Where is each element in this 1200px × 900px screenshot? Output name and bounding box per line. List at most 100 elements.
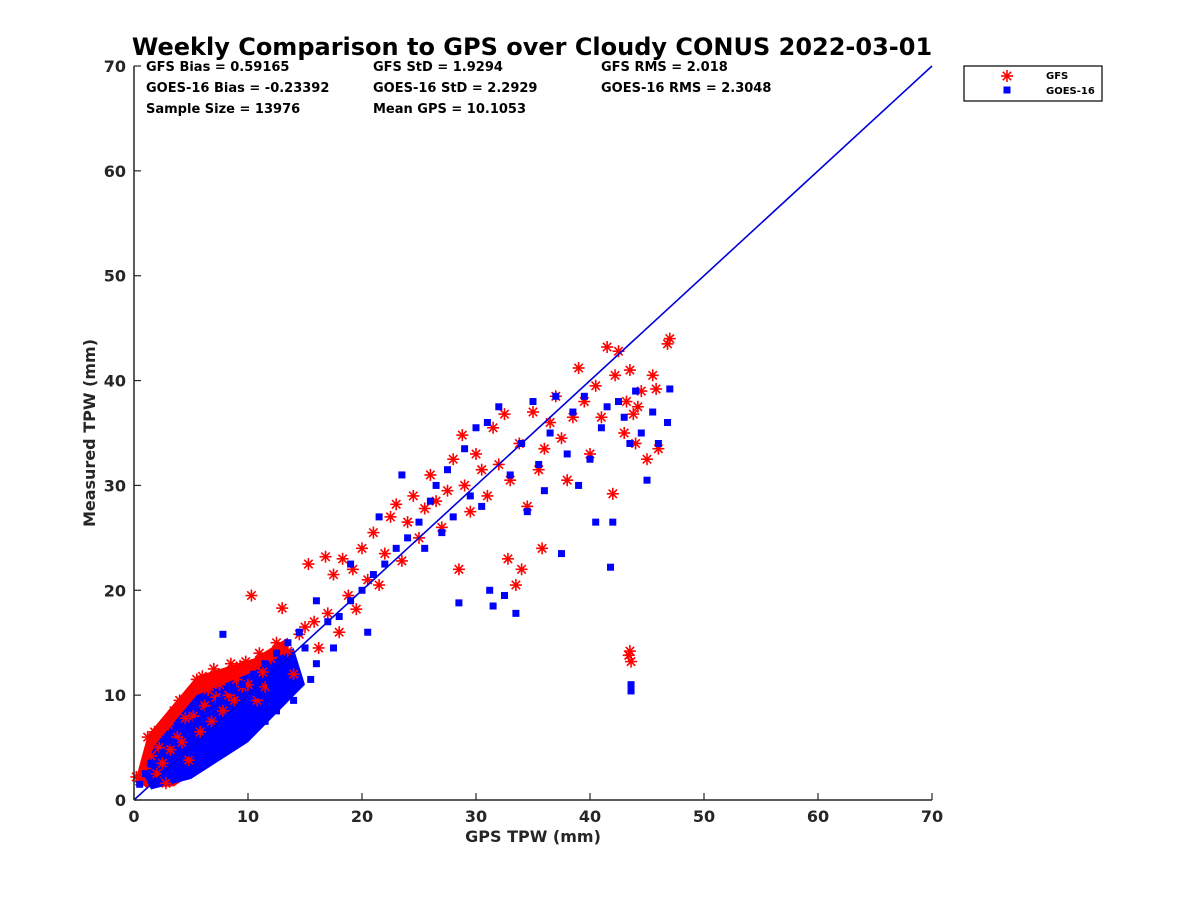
goes-16-point [273,707,280,715]
legend-goes-16-square [1003,86,1011,94]
stat-goes-rms: GOES-16 RMS = 2.3048 [601,81,771,96]
goes-16-point [267,681,275,689]
goes-16-point [444,466,451,474]
x-axis-label: GPS TPW (mm) [465,827,601,846]
gfs-point [407,489,420,502]
gfs-point [196,670,209,683]
goes-16-point [375,513,383,521]
goes-16-point [181,728,189,736]
gfs-point [182,754,195,767]
gfs-point [207,662,220,675]
gfs-point [202,683,215,696]
y-tick-label: 20 [104,581,126,600]
gfs-point [536,542,549,555]
gfs-point [373,579,386,592]
goes-16-point [643,476,651,484]
goes-16-point [290,696,298,704]
goes-16-point [466,492,474,500]
gfs-point [395,554,408,567]
gfs-point [333,626,346,639]
gfs-point [281,645,294,658]
y-axis-label: Measured TPW (mm) [80,339,99,527]
goes-16-point [278,670,286,678]
goes-16-point [404,534,412,542]
goes-16-point [483,419,491,427]
goes-16-point [164,767,172,775]
gfs-point [572,361,585,374]
goes-16-point [426,497,434,505]
gfs-point [194,725,207,738]
gfs-point [555,432,568,445]
gfs-series [130,332,676,790]
goes-16-point [307,675,315,683]
gfs-point [319,550,332,563]
goes-16-point [529,398,537,406]
gfs-point [205,715,218,728]
legend-goes-label: GOES-16 [1046,86,1095,97]
goes-16-point [261,660,269,668]
gfs-point [276,602,289,615]
goes-16-point [261,717,269,725]
goes-16-point [250,670,258,678]
goes-16-point [295,628,303,636]
gfs-point [458,479,471,492]
gfs-point [418,502,431,515]
goes-16-point [546,429,554,437]
goes-16-point [335,613,343,620]
goes-16-point [221,723,229,731]
gfs-point [213,678,226,691]
gfs-point [350,603,363,616]
goes-16-point [176,759,184,767]
gfs-point [618,427,631,439]
goes-16-point [238,681,246,689]
gfs-point [663,332,676,345]
goes-16-point [198,744,206,752]
gfs-point [475,463,488,476]
y-tick-label: 40 [104,372,126,391]
y-tick-label: 70 [104,57,126,76]
y-tick-label: 50 [104,267,126,286]
stat-mean-gps: Mean GPS = 10.1053 [373,102,526,117]
gfs-point [159,777,172,790]
gfs-point [253,647,266,660]
gfs-point [224,657,237,670]
goes-16-point [301,644,309,652]
legend-goes-16-marker [1003,86,1011,94]
goes-16-point [649,408,657,416]
goes-16-point [415,518,423,526]
goes-16-point [666,385,674,393]
goes-16-point [552,392,560,400]
goes-16-point [312,597,320,605]
goes-16-point [615,398,622,406]
gfs-point [367,526,380,539]
goes-16-point [147,759,155,767]
goes-16-point [233,712,241,720]
goes-16-point [210,733,218,741]
y-tick-label: 0 [115,791,126,810]
gfs-point [481,489,494,502]
gfs-point [141,731,154,744]
goes-16-point [575,481,583,489]
gfs-point [401,516,414,529]
gfs-point [631,400,644,413]
goes-16-point [632,387,640,395]
goes-16-point [432,481,440,489]
goes-16-point [472,424,480,432]
gfs-point [287,668,300,681]
goes-16-point [478,502,486,510]
goes-16-point [438,529,446,537]
gfs-point [327,568,340,581]
gfs-point [378,547,391,560]
gfs-point [452,563,465,576]
goes-16-point [626,439,634,447]
gfs-point [167,704,180,717]
gfs-point [164,743,177,756]
goes-16-point [607,563,615,571]
legend-box [963,65,1103,102]
gfs-point [148,725,161,738]
gfs-point [245,589,258,602]
goes-16-point [627,687,635,695]
goes-16-point [369,571,377,579]
gfs-point [256,666,269,679]
